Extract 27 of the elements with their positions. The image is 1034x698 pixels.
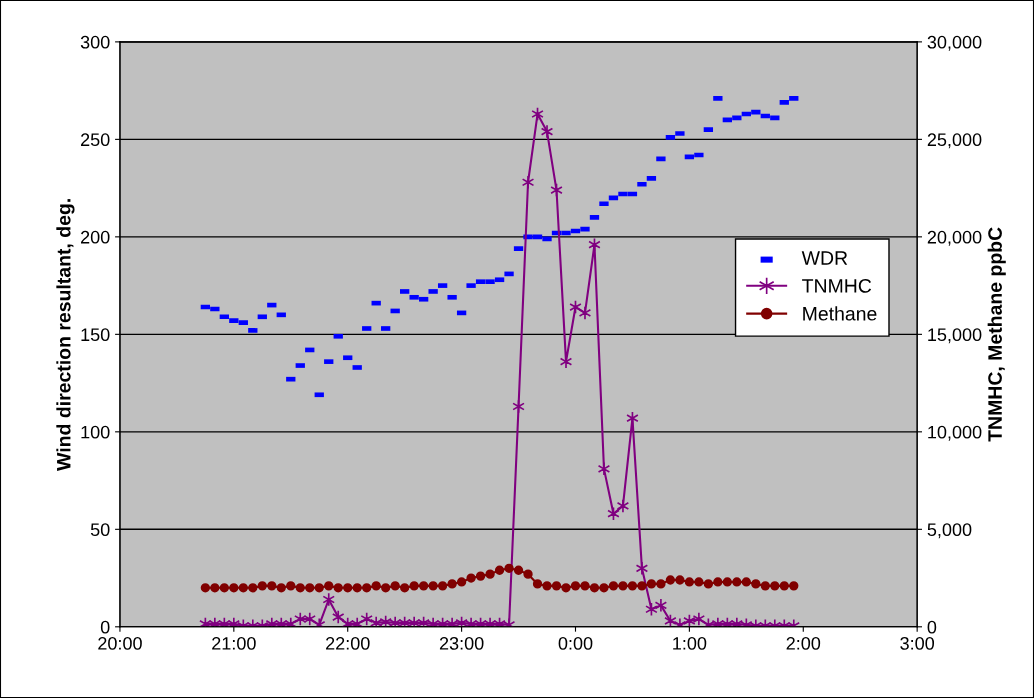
y-tick-label: 0 [100,620,110,634]
y2-tick-label: 10,000 [928,425,982,441]
x-tick-label: 23:00 [439,637,484,650]
x-tick-label: 20:00 [98,637,142,650]
y2-axis-title: TNMHC, Methane ppbC [987,227,1006,442]
x-tick-label: 0:00 [558,637,593,650]
y-tick-label: 300 [80,35,110,49]
legend-label: Methane [803,306,877,321]
x-tick-label: 2:00 [786,637,821,650]
y-tick-label: 50 [90,523,110,537]
y-tick-label: 250 [81,133,110,147]
y-tick-label: 200 [81,230,110,244]
y2-tick-label: 15,000 [928,328,982,344]
y2-tick-label: 0 [927,620,937,634]
y2-tick-label: 5,000 [927,523,972,539]
legend-label: WDR [801,251,848,265]
y2-tick-label: 30,000 [927,35,982,51]
y2-tick-label: 20,000 [927,230,982,246]
y-tick-label: 150 [81,328,110,342]
x-tick-label: 22:00 [326,637,370,650]
legend-label: TNMHC [802,279,872,293]
y-tick-label: 100 [81,425,110,439]
x-tick-label: 3:00 [900,637,935,650]
x-tick-label: 1:00 [673,637,707,650]
y2-tick-label: 25,000 [927,133,982,149]
x-tick-label: 21:00 [212,637,256,650]
y-axis-title: Wind direction resultant, deg. [56,199,75,471]
